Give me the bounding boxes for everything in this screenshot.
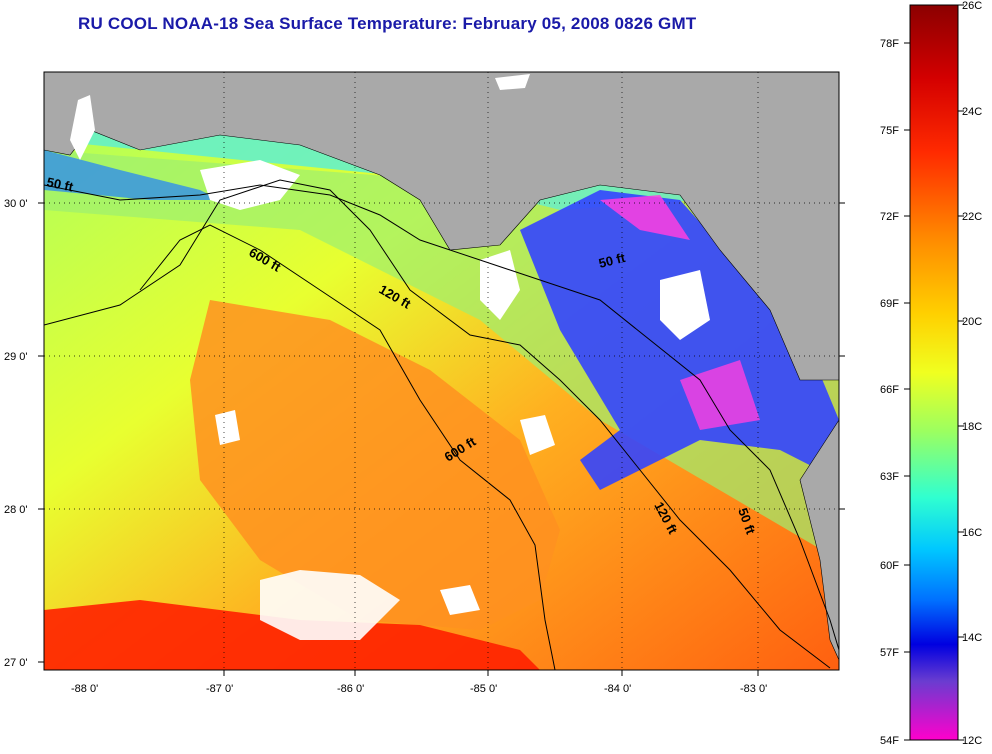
colorbar-fahrenheit-label: 63F — [880, 471, 899, 483]
map-title: RU COOL NOAA-18 Sea Surface Temperature:… — [78, 14, 697, 33]
coastal-cool-water — [44, 150, 220, 200]
cloud — [480, 250, 520, 320]
colorbar-fahrenheit-label: 57F — [880, 647, 899, 659]
cold-water-region — [520, 190, 839, 490]
colorbar-fahrenheit-label: 69F — [880, 298, 899, 310]
contour-120ft — [44, 179, 831, 669]
lon-label: -86 0' — [337, 683, 364, 695]
lon-label: -88 0' — [71, 683, 98, 695]
land-north-coast — [44, 72, 839, 381]
land-florida-peninsula — [799, 419, 839, 661]
lon-label: -84 0' — [604, 683, 631, 695]
colorbar-fahrenheit-label: 54F — [880, 735, 899, 747]
colorbar — [909, 4, 959, 741]
lon-label: -85 0' — [470, 683, 497, 695]
colorbar-celsius-label: 12C — [962, 735, 982, 747]
contour-label: 50 ft — [45, 174, 75, 194]
lat-label: 30 0' — [4, 198, 28, 210]
colorbar-celsius-label: 22C — [962, 211, 982, 223]
colorbar-celsius-label: 18C — [962, 421, 982, 433]
lon-label: -87 0' — [206, 683, 233, 695]
contour-600ft — [139, 224, 556, 670]
cloud — [520, 415, 555, 455]
axis-ticks — [38, 202, 845, 676]
colorbar-fahrenheit-label: 78F — [880, 38, 899, 50]
cloud — [215, 410, 240, 445]
lon-label: -83 0' — [740, 683, 767, 695]
colorbar-celsius-label: 16C — [962, 527, 982, 539]
coldest-patch — [600, 195, 690, 240]
contour-50ft — [44, 184, 839, 651]
colorbar-celsius-label: 26C — [962, 0, 982, 12]
cloud — [70, 95, 95, 160]
colorbar-fahrenheit-label: 75F — [880, 125, 899, 137]
coldest-patch-2 — [680, 360, 760, 430]
contour-label: 50 ft — [597, 250, 627, 271]
lat-label: 29 0' — [4, 351, 28, 363]
cloud — [660, 270, 710, 340]
cloud — [200, 160, 300, 210]
map-frame — [43, 71, 840, 671]
lat-label: 28 0' — [4, 504, 28, 516]
colorbar-fahrenheit-label: 60F — [880, 560, 899, 572]
colorbar-fahrenheit-label: 66F — [880, 384, 899, 396]
warm-water-region — [190, 300, 560, 630]
cloud — [495, 74, 530, 90]
colorbar-celsius-label: 24C — [962, 106, 982, 118]
cloud — [440, 585, 480, 615]
colorbar-celsius-label: 20C — [962, 316, 982, 328]
colorbar-celsius-label: 14C — [962, 632, 982, 644]
colorbar-ticks — [904, 4, 964, 741]
colorbar-fahrenheit-label: 72F — [880, 211, 899, 223]
cloud — [260, 570, 400, 640]
lat-label: 27 0' — [4, 657, 28, 669]
